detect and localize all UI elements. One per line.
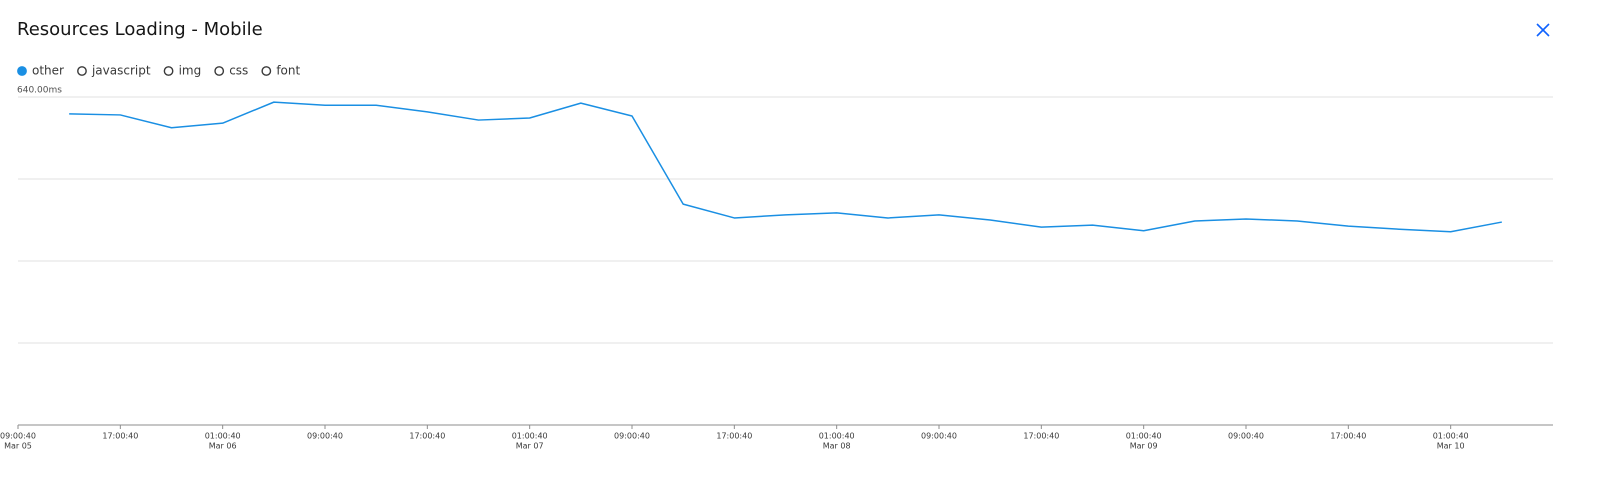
legend-marker[interactable] [163, 66, 174, 76]
legend-marker[interactable] [214, 66, 225, 76]
x-tick-label: 17:00:40 [716, 432, 752, 441]
chart-title: Resources Loading - Mobile [17, 19, 263, 40]
legend-marker[interactable] [77, 66, 87, 76]
y-tick-label: 640.00ms [17, 86, 62, 96]
x-tick-date: Mar 10 [1437, 442, 1465, 451]
x-tick-label: 09:00:40 [307, 432, 343, 441]
x-tick-date: Mar 08 [823, 442, 851, 451]
legend-label[interactable]: css [229, 64, 248, 78]
x-tick-label: 01:00:40 [1126, 432, 1162, 441]
x-tick-label: 17:00:40 [1330, 432, 1366, 441]
legend-label[interactable]: img [179, 64, 202, 78]
close-button[interactable] [1536, 23, 1550, 37]
x-tick-label: 01:00:40 [819, 432, 855, 441]
close-icon [1536, 23, 1550, 37]
x-tick-label: 09:00:40 [614, 432, 650, 441]
x-tick-label: 01:00:40 [1433, 432, 1469, 441]
x-tick-label: 09:00:40 [921, 432, 957, 441]
x-tick-label: 01:00:40 [512, 432, 548, 441]
legend-label[interactable]: javascript [91, 64, 151, 78]
x-tick-label: 17:00:40 [1023, 432, 1059, 441]
x-tick-label: 17:00:40 [102, 432, 138, 441]
legend-label[interactable]: other [32, 64, 64, 78]
x-tick-label: 09:00:40 [1228, 432, 1264, 441]
x-tick-date: Mar 07 [516, 442, 544, 451]
x-tick-label: 17:00:40 [409, 432, 445, 441]
x-tick-label: 09:00:40 [0, 432, 36, 441]
legend-label[interactable]: font [276, 64, 300, 78]
x-tick-date: Mar 05 [4, 442, 32, 451]
legend-marker[interactable] [17, 66, 27, 76]
series-line [69, 101, 1502, 233]
x-tick-label: 01:00:40 [205, 432, 241, 441]
legend-marker[interactable] [261, 66, 272, 76]
x-tick-date: Mar 09 [1130, 442, 1158, 451]
x-tick-date: Mar 06 [209, 442, 237, 451]
